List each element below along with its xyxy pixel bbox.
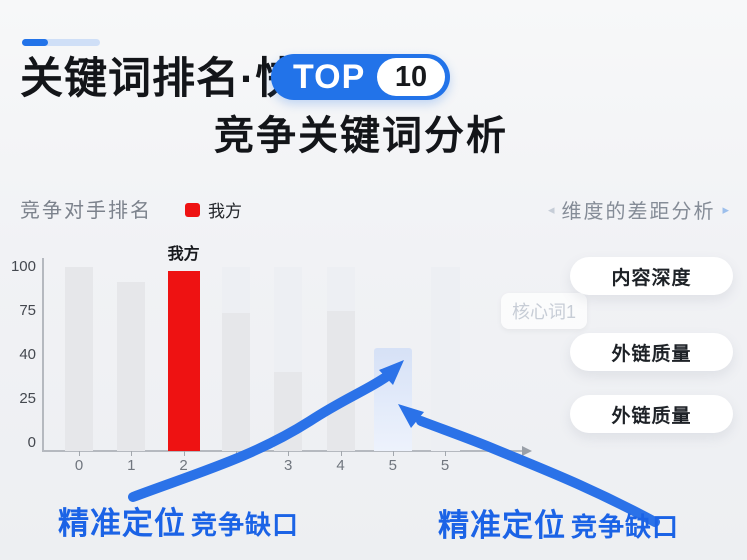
- x-tick-label: 1: [127, 457, 136, 474]
- x-tick-mark: [445, 451, 447, 456]
- x-tick-label: 3: [284, 457, 293, 474]
- bar: [221, 313, 250, 451]
- page-subtitle: 竞争关键词分析: [214, 114, 508, 158]
- callout-left-normal: 竞争缺口: [191, 510, 300, 540]
- x-tick-label: 2: [179, 457, 188, 474]
- y-tick-label: 40: [19, 346, 36, 363]
- x-tick-mark: [79, 451, 80, 456]
- y-tick-label: 100: [10, 258, 36, 275]
- dimension-pill-backlink-quality-1[interactable]: 外链质量: [570, 333, 733, 371]
- x-tick-mark: [392, 451, 394, 456]
- x-tick-mark: [235, 451, 237, 456]
- top-badge-label: TOP: [293, 58, 366, 96]
- x-tick-mark: [288, 451, 290, 456]
- top-badge: TOP 10: [271, 54, 450, 100]
- dimension-pill-backlink-quality-2[interactable]: 外链质量: [570, 395, 733, 433]
- callout-right-normal: 竞争缺口: [571, 512, 680, 542]
- top-badge-number: 10: [377, 58, 445, 96]
- panel-header: ◂ 维度的差距分析 ▸: [548, 195, 747, 224]
- legend-swatch-icon: [185, 202, 200, 217]
- y-axis-line: [42, 258, 44, 451]
- chevron-right-icon[interactable]: ▸: [722, 201, 730, 217]
- x-tick-label: 5: [388, 457, 397, 474]
- accent-progress-bar: [22, 39, 100, 46]
- y-tick-label: 0: [27, 434, 36, 451]
- bar: [326, 311, 355, 451]
- x-tick-mark: [183, 451, 185, 456]
- chart-title: 竞争对手排名: [20, 200, 152, 222]
- chevron-left-icon[interactable]: ◂: [548, 201, 555, 217]
- x-tick-mark: [340, 451, 342, 456]
- bar: [117, 281, 146, 451]
- accent-progress-fill: [22, 39, 48, 46]
- bar: [274, 371, 303, 451]
- legend-label: 我方: [208, 202, 242, 221]
- bar: [65, 267, 93, 451]
- y-tick-label: 75: [19, 302, 36, 319]
- bar-annotation: 我方: [167, 246, 200, 263]
- dimension-pill-content-depth[interactable]: 内容深度: [570, 257, 733, 295]
- callout-left: 精准定位 竞争缺口: [58, 498, 299, 543]
- panel-header-label: 维度的差距分析: [561, 201, 716, 223]
- callout-right-strong: 精准定位: [438, 508, 566, 543]
- x-tick-mark: [131, 451, 133, 456]
- x-tick-label: 4: [336, 457, 345, 474]
- callout-right: 精准定位 竞争缺口: [438, 500, 679, 545]
- keyword-tag: 核心词1: [501, 293, 587, 329]
- x-tick-label: 0: [74, 457, 84, 474]
- bar: [167, 270, 200, 451]
- x-axis-arrowhead-icon: [522, 446, 532, 456]
- x-tick-label: 5: [440, 457, 450, 474]
- bar: [430, 267, 460, 451]
- callout-left-strong: 精准定位: [58, 506, 186, 541]
- chart-legend: 我方: [185, 197, 242, 222]
- y-tick-label: 25: [19, 390, 36, 407]
- bar: [373, 347, 412, 451]
